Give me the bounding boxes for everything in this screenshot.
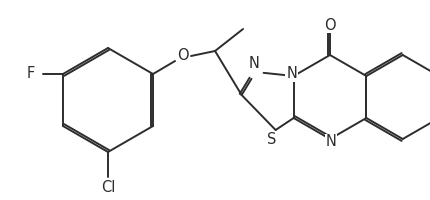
Text: N: N xyxy=(248,56,259,72)
Text: Cl: Cl xyxy=(101,180,115,194)
Text: F: F xyxy=(27,66,35,82)
Text: O: O xyxy=(177,48,189,64)
Text: N: N xyxy=(286,66,297,82)
Text: N: N xyxy=(326,134,336,150)
Text: S: S xyxy=(267,132,276,148)
Text: O: O xyxy=(324,18,336,32)
